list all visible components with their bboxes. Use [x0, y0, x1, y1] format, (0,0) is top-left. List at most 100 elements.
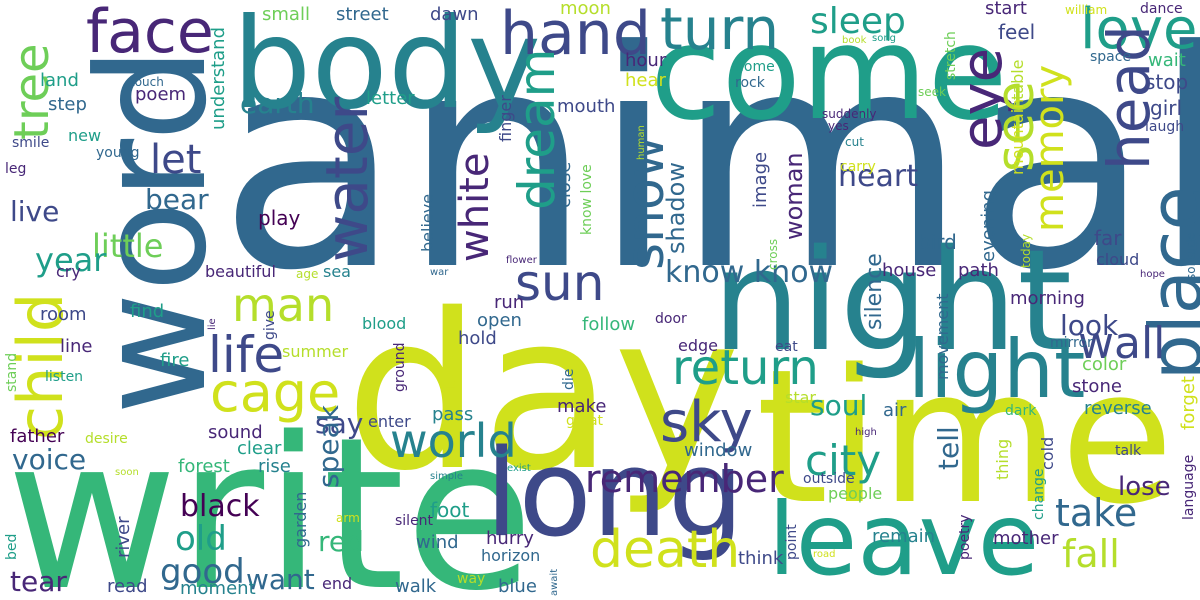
word-find: find	[130, 301, 165, 322]
word-sea: sea	[323, 262, 351, 281]
word-arm: arm	[336, 511, 360, 525]
word-high: high	[855, 427, 877, 438]
word-poem: poem	[135, 84, 187, 105]
word-fall: fall	[1062, 532, 1120, 576]
word-love-know: love know	[444, 329, 458, 390]
word-point: point	[784, 524, 800, 560]
word-sky: sky	[660, 390, 753, 455]
word-lose: lose	[1118, 472, 1171, 502]
word-suddenly: suddenly	[822, 107, 877, 121]
word-hurry: hurry	[486, 528, 534, 549]
word-dawn: dawn	[430, 4, 479, 25]
word-soon: soon	[115, 467, 139, 478]
word-today: today	[1019, 233, 1033, 268]
word-far: far	[1094, 226, 1122, 250]
word-good: good	[160, 552, 245, 592]
word-age: age	[296, 267, 319, 281]
word-room: room	[40, 304, 87, 325]
word-water: water	[313, 96, 381, 262]
word-moon: moon	[560, 0, 611, 19]
word-ground: ground	[392, 342, 408, 392]
word-return: return	[672, 340, 819, 396]
word-say: say	[315, 407, 364, 440]
word-clear: clear	[237, 438, 282, 459]
word-forest: forest	[178, 456, 230, 477]
word-bear: bear	[145, 183, 209, 216]
word-little: little	[92, 227, 164, 265]
word-silent: silent	[395, 513, 434, 529]
word-change: change	[1031, 468, 1047, 520]
word-smile: smile	[12, 135, 50, 151]
word-movement: movement	[933, 293, 952, 380]
word-great: great	[566, 413, 604, 429]
word-door: door	[655, 311, 687, 327]
word-death: death	[590, 520, 741, 580]
word-river: river	[113, 516, 134, 558]
word-black: black	[180, 489, 260, 524]
word-horizon: horizon	[481, 546, 541, 565]
word-william: william	[1065, 3, 1108, 17]
word-woman: woman	[780, 152, 808, 240]
word-tree: tree	[4, 43, 60, 140]
word-beautiful: beautiful	[205, 262, 276, 281]
word-come: come	[650, 0, 1008, 149]
word-path: path	[958, 260, 999, 281]
word-hear: hear	[625, 70, 666, 91]
word-mirror: mirror	[1050, 335, 1093, 351]
word-bird: bird	[918, 230, 957, 254]
word-evening: evening	[978, 189, 999, 262]
word-think: think	[738, 548, 784, 569]
word-home: home	[735, 59, 775, 75]
word-remember: remember	[585, 457, 784, 501]
word-let: let	[150, 137, 202, 183]
word-reverse: reverse	[1084, 398, 1152, 419]
word-morning: morning	[1010, 288, 1085, 309]
word-step: step	[48, 94, 87, 115]
word-small: small	[262, 4, 310, 25]
word-touch: touch	[130, 75, 164, 89]
word-eat: eat	[775, 339, 798, 355]
word-pass: pass	[432, 404, 474, 425]
word-cage: cage	[210, 361, 341, 424]
word-memory: memory	[1027, 64, 1073, 232]
word-mouth: mouth	[557, 96, 616, 117]
word-exist: exist	[507, 463, 531, 474]
word-star: star	[785, 388, 816, 407]
word-line: line	[60, 336, 93, 357]
word-hope: hope	[1140, 269, 1165, 280]
word-read: read	[107, 576, 148, 597]
word-foot: foot	[430, 498, 470, 522]
word-know-love: know love	[579, 164, 595, 235]
word-turn: turn	[660, 0, 780, 63]
word-leg: leg	[5, 161, 27, 177]
word-feel: feel	[998, 20, 1036, 44]
word-man: man	[232, 278, 335, 332]
word-voice: voice	[12, 443, 87, 476]
word-thing: thing	[993, 438, 1012, 480]
word-cry: cry	[56, 262, 81, 281]
word-long: long	[485, 425, 744, 564]
word-know-know: know know	[665, 255, 834, 290]
word-song: song	[872, 33, 897, 44]
word-laugh: laugh	[1145, 119, 1185, 135]
word-language: language	[1181, 454, 1197, 520]
word-die: die	[561, 368, 577, 390]
word-stand: stand	[4, 352, 20, 392]
word-yes: yes	[828, 119, 849, 133]
word-desire: desire	[85, 431, 128, 447]
word-run: run	[494, 292, 525, 313]
word-dance: dance	[1140, 1, 1183, 17]
word-city: city	[805, 436, 882, 485]
word-light: light	[908, 323, 1086, 416]
word-write: write	[6, 392, 534, 600]
word-play: play	[258, 206, 301, 230]
word-blue: blue	[498, 576, 537, 597]
word-forget: forget	[1178, 376, 1199, 430]
word-love: love	[1080, 0, 1198, 62]
word-await: await	[549, 568, 560, 596]
word-live: live	[10, 195, 60, 228]
word-human: human	[636, 125, 647, 160]
word-lie: lie	[207, 318, 218, 330]
word-hour: hour	[625, 50, 667, 71]
